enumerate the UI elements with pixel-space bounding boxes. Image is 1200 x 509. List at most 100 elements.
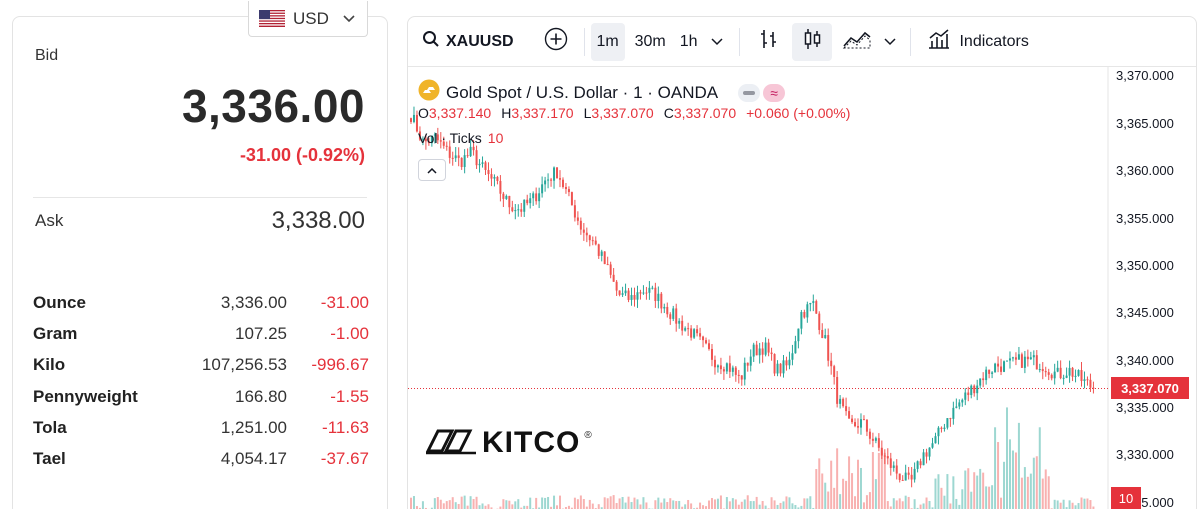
volume-bar	[991, 485, 994, 509]
candle-body	[901, 479, 904, 481]
chart-area[interactable]: 3,370.000 3,365.000 3,360.000 3,355.000 3,35…	[408, 67, 1197, 509]
candle-body	[544, 180, 547, 185]
candle-body	[964, 392, 967, 400]
wave-icon[interactable]: ≈	[763, 83, 786, 102]
bar-chart-style-button[interactable]	[752, 23, 786, 61]
candle-body	[505, 195, 508, 199]
candle-body	[1038, 369, 1041, 371]
candle-body	[693, 329, 696, 338]
candle-body	[821, 329, 824, 339]
unit-value: 1,251.00	[220, 417, 287, 437]
legend-toggles[interactable]: ≈	[738, 83, 786, 102]
volume-bar	[448, 500, 451, 509]
candle-body	[895, 465, 898, 474]
compare-symbol-button[interactable]	[542, 23, 570, 61]
minus-icon[interactable]	[738, 83, 761, 102]
timeframe-dropdown-button[interactable]	[705, 23, 729, 61]
timeframe-30m[interactable]: 30m	[634, 32, 666, 50]
price-axis-tick: 3,330.000	[1116, 447, 1174, 463]
candle-body	[713, 359, 716, 368]
timeframe-1m[interactable]: 1m	[590, 22, 625, 61]
currency-dropdown[interactable]: USD	[248, 1, 368, 37]
candle-body	[523, 199, 526, 212]
candle-body	[994, 363, 997, 373]
volume-bar	[886, 501, 889, 509]
volume-bar	[523, 505, 526, 509]
last-price-label: 3,337.070	[1111, 377, 1189, 400]
volume-bar	[621, 496, 624, 509]
candles-chart-style-button[interactable]	[792, 22, 833, 61]
volume-bar	[1023, 467, 1026, 509]
volume-bar	[588, 499, 591, 509]
candle-body	[779, 363, 782, 374]
candle-body	[898, 473, 901, 480]
volume-bar	[627, 496, 630, 509]
volume-bar	[809, 496, 812, 509]
candle-body	[842, 398, 845, 407]
volume-bar	[529, 497, 532, 509]
indicators-button[interactable]: Indicators	[923, 23, 1032, 61]
volume-bar	[788, 497, 791, 509]
indicators-icon	[927, 28, 951, 55]
unit-value: 4,054.17	[220, 449, 287, 469]
candle-body	[582, 229, 585, 233]
candles-icon	[800, 27, 824, 56]
area-chart-style-button[interactable]	[838, 23, 876, 61]
candle-body	[487, 169, 490, 175]
volume-bar	[442, 503, 445, 509]
candle-body	[1047, 372, 1050, 375]
unit-row: Gram 107.25 -1.00	[33, 318, 369, 349]
volume-bar	[842, 478, 845, 509]
volume-bar	[439, 499, 442, 509]
collapse-legend-button[interactable]	[418, 159, 446, 181]
candle-body	[579, 220, 582, 230]
candle-body	[731, 367, 734, 372]
volume-bar	[1026, 476, 1029, 509]
volume-bar	[907, 496, 910, 509]
high-label: H	[501, 105, 512, 121]
chart-style-dropdown-button[interactable]	[878, 23, 902, 61]
unit-row: Pennyweight 166.80 -1.55	[33, 381, 369, 412]
candle-body	[663, 306, 666, 309]
volume-bar	[848, 456, 851, 509]
candle-body	[818, 313, 821, 330]
symbol-search-button[interactable]: XAUUSD	[422, 23, 514, 61]
volume-bar	[791, 503, 794, 509]
candle-body	[740, 375, 743, 380]
volume-bar	[782, 501, 785, 509]
volume-bar	[490, 507, 493, 509]
candle-body	[913, 468, 916, 480]
candle-body	[433, 134, 436, 136]
volume-bar	[925, 497, 928, 509]
volume-bar	[1086, 498, 1089, 509]
volume-bar	[794, 504, 797, 509]
candle-body	[886, 456, 889, 459]
volume-bar	[484, 505, 487, 509]
candle-body	[457, 155, 460, 158]
candle-body	[705, 340, 708, 344]
candle-body	[1041, 369, 1044, 372]
open-value: 3,337.140	[428, 105, 492, 121]
candle-body	[612, 274, 615, 282]
volume-bar	[1003, 461, 1006, 509]
candle-body	[648, 287, 651, 293]
volume-bar	[520, 507, 523, 509]
volume-bar	[618, 498, 621, 509]
unit-change: -1.00	[330, 323, 369, 343]
candle-body	[970, 385, 973, 396]
volume-bar	[570, 507, 573, 509]
timeframe-1h[interactable]: 1h	[679, 32, 698, 50]
price-chart[interactable]	[408, 67, 1197, 509]
volume-bar	[761, 501, 764, 509]
candle-body	[427, 141, 430, 144]
candle-body	[472, 146, 475, 151]
volume-bar	[544, 497, 547, 509]
candle-body	[710, 348, 713, 360]
volume-bar	[940, 487, 943, 509]
volume-label: Vol · Ticks	[418, 130, 482, 146]
candle-body	[410, 118, 412, 122]
volume-bar	[511, 504, 514, 509]
volume-bar	[1006, 407, 1008, 509]
candle-body	[570, 192, 573, 206]
unit-value: 166.80	[235, 386, 287, 406]
